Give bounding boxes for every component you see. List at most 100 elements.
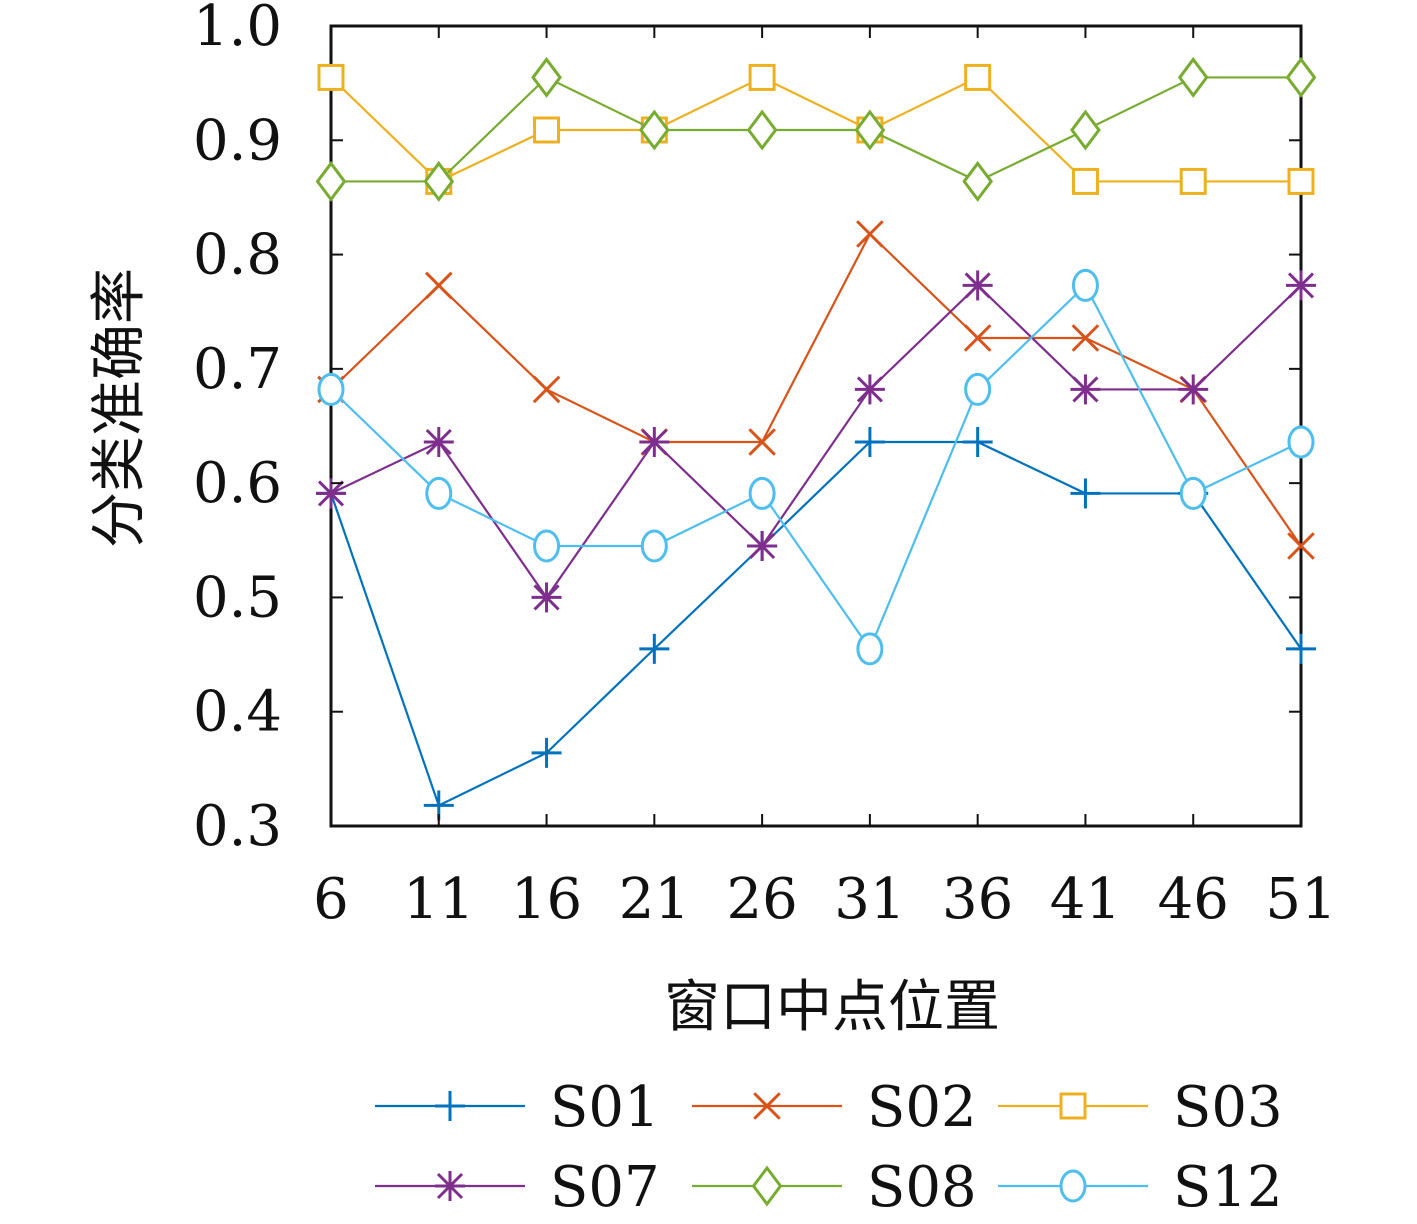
series-line xyxy=(329,440,1302,807)
data-point xyxy=(964,63,992,91)
data-point xyxy=(317,63,345,91)
data-point xyxy=(1179,167,1207,195)
data-point xyxy=(854,109,886,151)
x-axis-title: 窗口中点位置 xyxy=(664,975,1000,1040)
data-point xyxy=(748,476,776,510)
x-tick-label: 6 xyxy=(313,867,349,932)
y-tick-label: 0.9 xyxy=(193,108,282,173)
data-point xyxy=(856,220,884,248)
data-point xyxy=(1070,478,1101,509)
legend-item-s02: S02 xyxy=(692,1075,977,1140)
x-tick-label: 21 xyxy=(619,867,690,932)
data-point xyxy=(531,582,562,613)
legend-marker xyxy=(1059,1092,1087,1120)
series-line xyxy=(331,76,1301,183)
data-point xyxy=(1285,56,1317,98)
series-layer xyxy=(315,56,1317,821)
legend-item-s03: S03 xyxy=(998,1075,1283,1140)
y-tick-label: 0.6 xyxy=(193,451,282,516)
data-point xyxy=(1070,109,1101,151)
x-tick-label: 31 xyxy=(834,867,905,932)
x-axis: 6 11 16 21 26 31 36 41 46 51 xyxy=(313,26,1337,932)
data-point xyxy=(1179,476,1207,510)
data-point xyxy=(531,56,562,98)
series-line xyxy=(330,283,1302,600)
legend-item-s01: S01 xyxy=(375,1075,660,1140)
legend-label: S07 xyxy=(550,1155,660,1220)
legend: S01 S02 S03 S07 S08 S12 xyxy=(375,1075,1283,1220)
legend-label: S08 xyxy=(867,1155,977,1220)
data-point xyxy=(423,160,455,202)
y-tick-label: 1.0 xyxy=(193,0,282,59)
x-tick-label: 51 xyxy=(1265,867,1336,932)
y-axis-title: 分类准确率 xyxy=(87,268,152,548)
series-s12 xyxy=(317,268,1315,666)
series-line xyxy=(330,283,1302,652)
data-point xyxy=(533,116,561,144)
series-s01 xyxy=(316,427,1316,821)
data-point xyxy=(746,109,778,151)
data-point xyxy=(1071,324,1100,352)
data-point xyxy=(531,737,562,768)
legend-marker xyxy=(1059,1169,1087,1203)
data-point xyxy=(640,529,668,563)
legend-label: S01 xyxy=(550,1075,660,1140)
legend-item-s07: S07 xyxy=(375,1155,660,1220)
data-point xyxy=(638,109,670,151)
legend-marker xyxy=(751,1165,783,1207)
y-tick-label: 0.7 xyxy=(193,337,282,402)
data-point xyxy=(854,427,885,457)
data-point xyxy=(1178,374,1209,405)
data-point xyxy=(425,476,453,510)
data-point xyxy=(1287,532,1315,560)
data-point xyxy=(747,531,778,561)
x-tick-label: 36 xyxy=(942,867,1013,932)
series-s07 xyxy=(316,270,1316,613)
y-tick-label: 0.5 xyxy=(193,565,282,630)
data-point xyxy=(639,427,670,457)
legend-item-s08: S08 xyxy=(692,1155,977,1220)
y-tick-label: 0.4 xyxy=(193,680,282,745)
data-point xyxy=(639,633,670,664)
y-axis: 0.3 0.4 0.5 0.6 0.7 0.8 0.9 1.0 xyxy=(193,0,1301,859)
data-point xyxy=(962,160,994,202)
legend-label: S12 xyxy=(1173,1155,1283,1220)
data-point xyxy=(962,427,993,457)
data-point xyxy=(748,63,776,91)
series-s08 xyxy=(315,56,1317,202)
legend-label: S03 xyxy=(1173,1075,1283,1140)
data-point xyxy=(962,270,993,301)
data-point xyxy=(1177,56,1209,98)
data-point xyxy=(315,160,347,202)
legend-marker xyxy=(753,1092,781,1120)
x-tick-label: 11 xyxy=(403,867,474,932)
x-tick-label: 46 xyxy=(1158,867,1229,932)
data-point xyxy=(964,372,992,406)
data-point xyxy=(1071,167,1099,195)
data-point xyxy=(1286,633,1316,664)
legend-label: S02 xyxy=(867,1075,977,1140)
y-tick-label: 0.8 xyxy=(193,223,282,288)
x-tick-label: 26 xyxy=(726,867,797,932)
data-point xyxy=(1287,167,1315,195)
legend-marker xyxy=(435,1091,465,1121)
data-point xyxy=(856,632,884,666)
data-point xyxy=(424,271,453,300)
data-point xyxy=(854,374,885,405)
data-point xyxy=(748,428,776,456)
x-tick-label: 41 xyxy=(1050,867,1121,932)
data-point xyxy=(963,324,992,352)
data-point xyxy=(317,372,345,406)
series-line xyxy=(330,76,1301,183)
x-tick-label: 16 xyxy=(511,867,582,932)
series-line xyxy=(330,232,1302,547)
data-point xyxy=(423,427,454,457)
data-point xyxy=(1287,425,1315,459)
y-tick-label: 0.3 xyxy=(193,794,282,859)
data-point xyxy=(1071,268,1099,302)
data-point xyxy=(1286,270,1316,301)
legend-item-s12: S12 xyxy=(998,1155,1283,1220)
data-point xyxy=(532,375,561,404)
